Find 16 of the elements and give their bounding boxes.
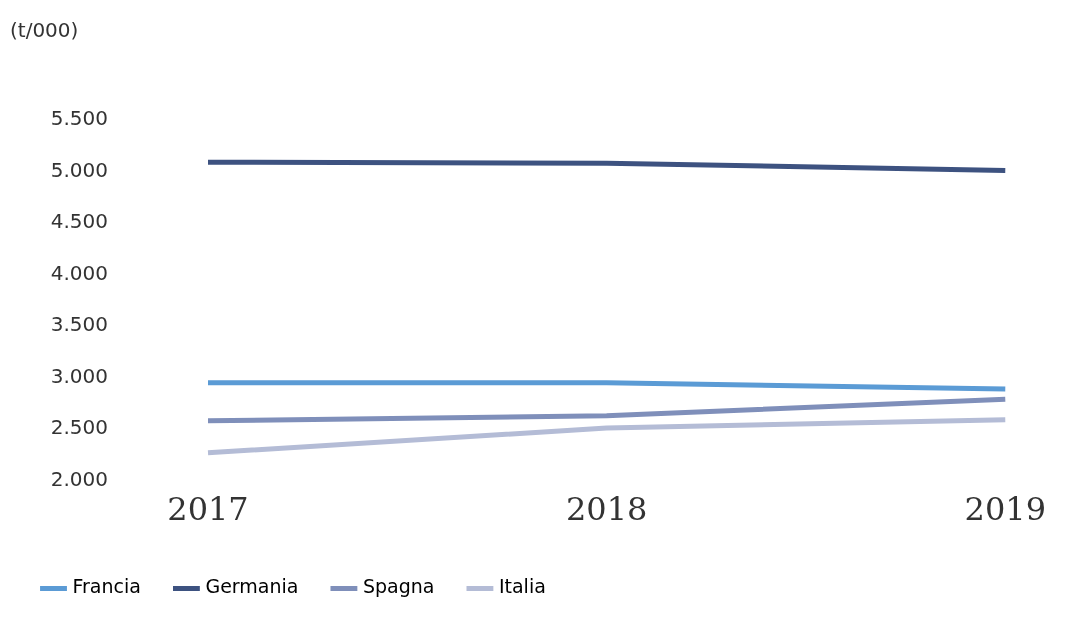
y-tick-label: 3.500 [50,312,108,337]
x-tick-label: 2017 [167,490,249,529]
y-axis-title: (t/000) [10,18,79,43]
y-tick-label: 5.000 [50,157,108,182]
legend-label: Germania [205,575,299,598]
x-tick-label: 2019 [964,490,1046,529]
legend-label: Italia [498,575,546,598]
y-tick-label: 3.000 [50,363,108,388]
legend-label: Francia [72,575,141,598]
y-tick-label: 2.000 [50,466,108,491]
y-tick-label: 4.000 [50,260,108,285]
x-tick-label: 2018 [565,490,648,529]
y-tick-label: 5.500 [50,106,108,131]
y-tick-label: 4.500 [50,209,108,234]
y-tick-label: 2.500 [50,415,108,440]
legend-label: Spagna [362,575,435,598]
